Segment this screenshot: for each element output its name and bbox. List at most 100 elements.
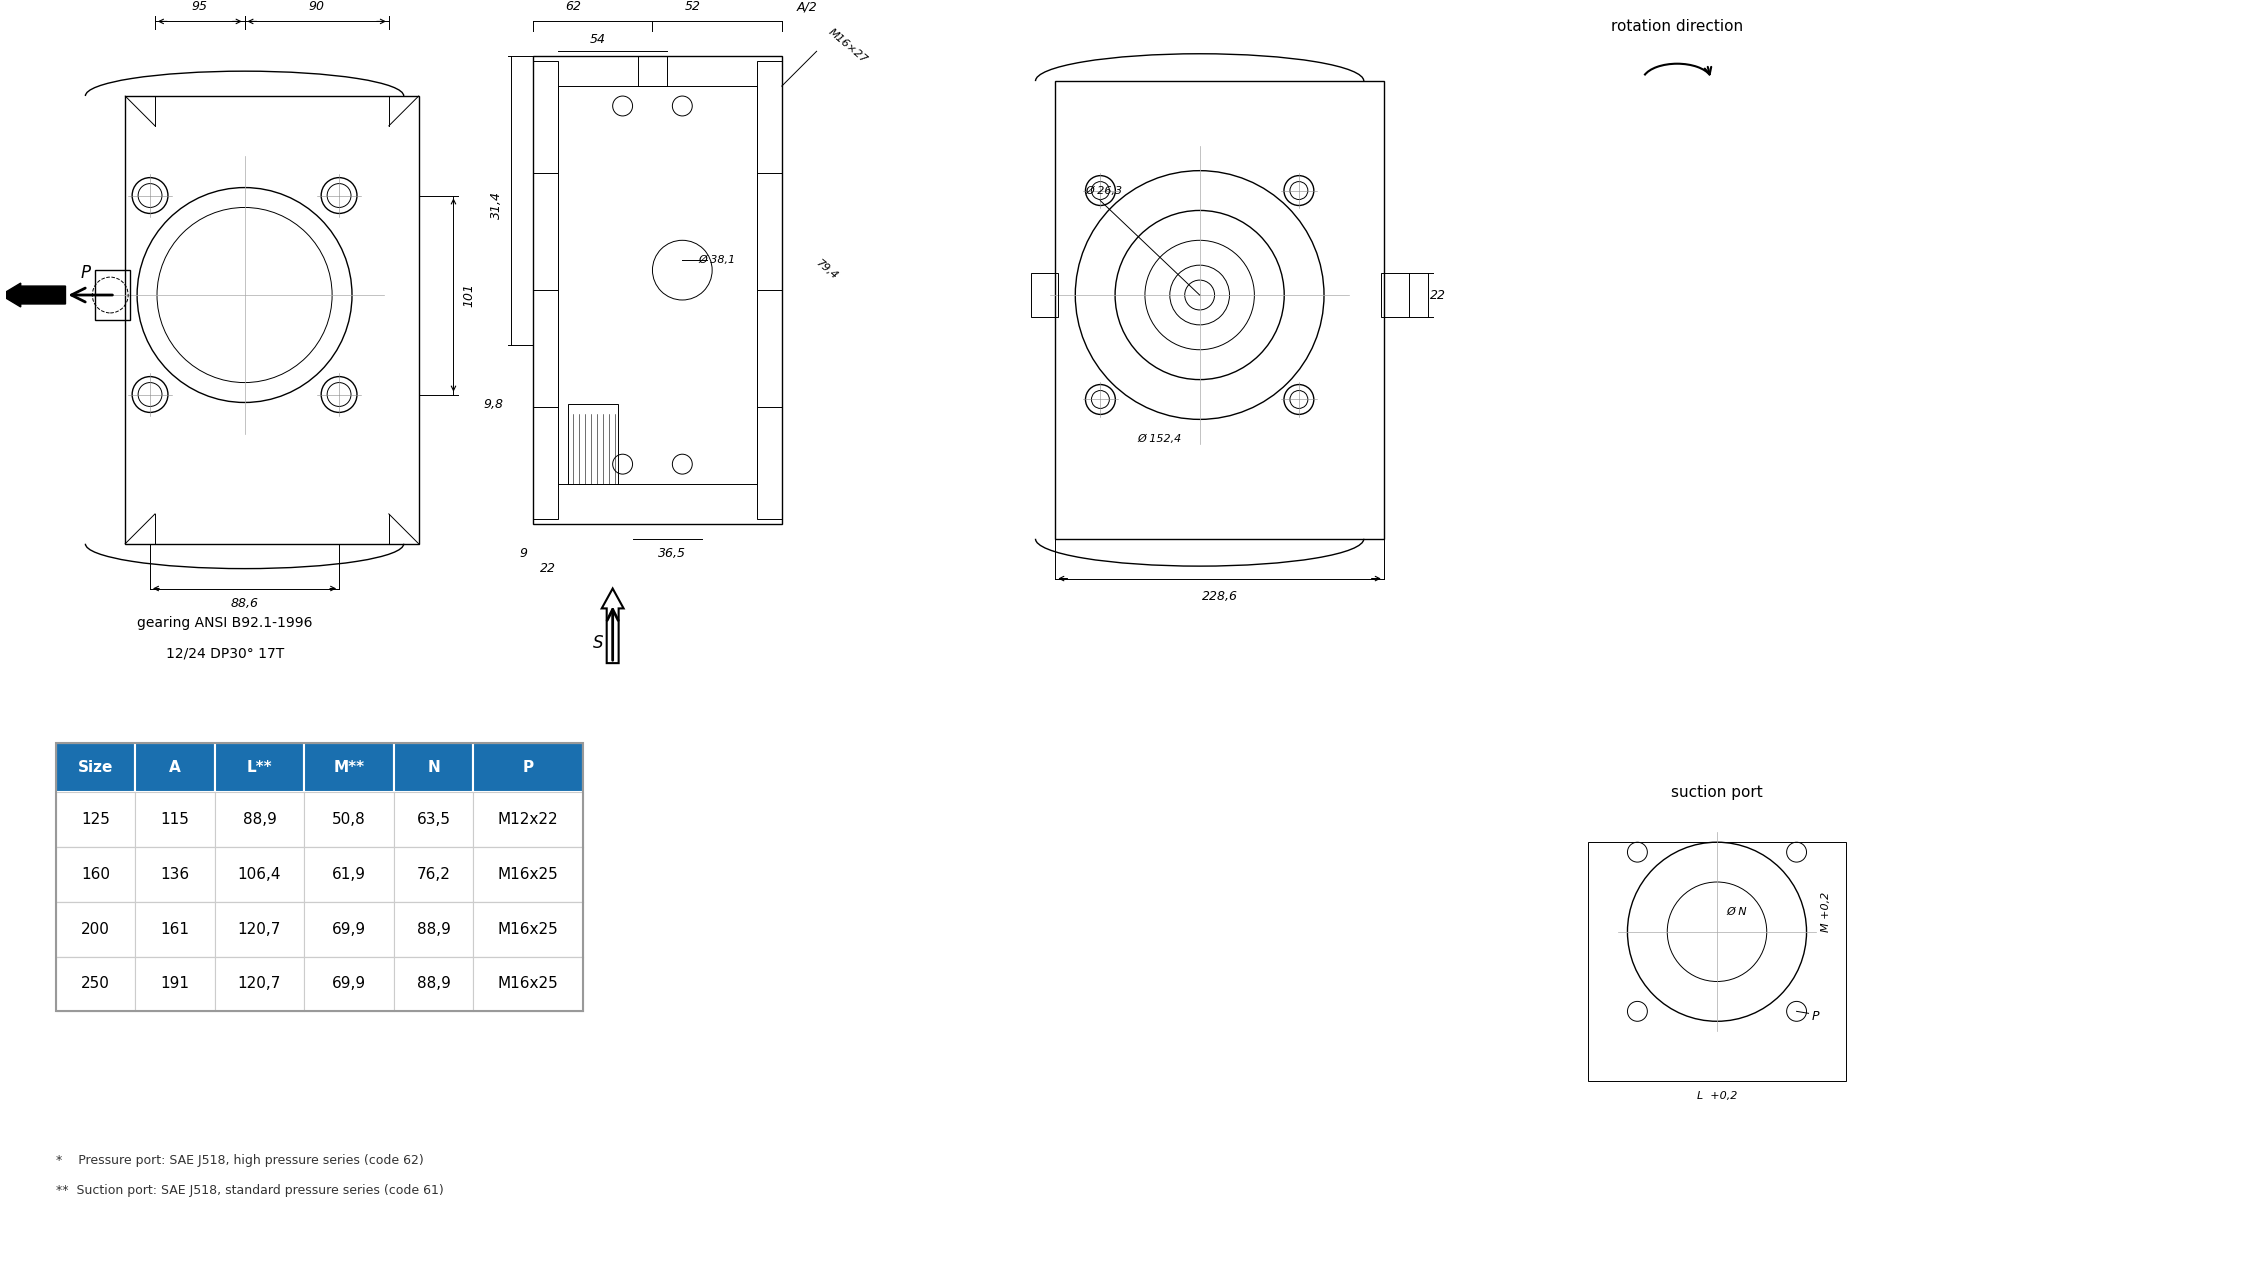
Bar bbox=[568, 404, 618, 485]
Text: M16×27: M16×27 bbox=[826, 27, 869, 65]
Bar bbox=[303, 743, 394, 792]
Bar bbox=[1030, 273, 1057, 317]
Bar bbox=[215, 743, 303, 792]
Text: 88,9: 88,9 bbox=[242, 813, 276, 827]
Text: 9,8: 9,8 bbox=[482, 398, 503, 411]
Text: 88,6: 88,6 bbox=[231, 597, 258, 611]
Bar bbox=[394, 847, 473, 902]
Text: Ø 152,4: Ø 152,4 bbox=[1139, 434, 1182, 444]
Text: M12x22: M12x22 bbox=[498, 813, 559, 827]
Text: 54: 54 bbox=[589, 33, 607, 46]
Text: L  +0,2: L +0,2 bbox=[1696, 1091, 1736, 1100]
Bar bbox=[57, 957, 136, 1011]
Text: 52: 52 bbox=[684, 0, 700, 13]
Text: P: P bbox=[82, 265, 91, 282]
Text: P: P bbox=[1811, 1010, 1818, 1023]
Text: suction port: suction port bbox=[1671, 785, 1764, 800]
Text: 36,5: 36,5 bbox=[659, 547, 686, 560]
Bar bbox=[57, 743, 582, 1011]
Text: Ø 38,1: Ø 38,1 bbox=[700, 256, 736, 265]
Text: 95: 95 bbox=[192, 0, 208, 13]
Bar bbox=[394, 902, 473, 957]
Text: 161: 161 bbox=[161, 922, 190, 936]
Text: 136: 136 bbox=[161, 868, 190, 881]
Text: 250: 250 bbox=[82, 977, 109, 991]
Text: 12/24 DP30° 17T: 12/24 DP30° 17T bbox=[165, 646, 283, 660]
Text: M16x25: M16x25 bbox=[498, 868, 559, 881]
Text: 61,9: 61,9 bbox=[333, 868, 367, 881]
Text: 191: 191 bbox=[161, 977, 190, 991]
Text: N: N bbox=[428, 761, 439, 775]
Text: 120,7: 120,7 bbox=[238, 977, 281, 991]
Bar bbox=[473, 792, 582, 847]
Bar bbox=[136, 847, 215, 902]
Text: 90: 90 bbox=[308, 0, 324, 13]
Text: 88,9: 88,9 bbox=[417, 922, 451, 936]
Text: M**: M** bbox=[333, 761, 365, 775]
Bar bbox=[95, 270, 129, 319]
Bar bbox=[394, 957, 473, 1011]
Text: 79,4: 79,4 bbox=[813, 258, 840, 282]
Bar bbox=[57, 792, 136, 847]
Text: 106,4: 106,4 bbox=[238, 868, 281, 881]
Text: 22: 22 bbox=[1431, 289, 1447, 301]
Text: M16x25: M16x25 bbox=[498, 922, 559, 936]
Text: 88,9: 88,9 bbox=[417, 977, 451, 991]
Bar bbox=[532, 56, 781, 524]
Text: 200: 200 bbox=[82, 922, 109, 936]
Text: Size: Size bbox=[77, 761, 113, 775]
Bar bbox=[215, 847, 303, 902]
Text: 115: 115 bbox=[161, 813, 190, 827]
Bar bbox=[215, 902, 303, 957]
Bar bbox=[125, 97, 419, 543]
Text: M +0,2: M +0,2 bbox=[1823, 892, 1832, 932]
Bar bbox=[215, 957, 303, 1011]
Text: **  Suction port: SAE J518, standard pressure series (code 61): ** Suction port: SAE J518, standard pres… bbox=[57, 1184, 444, 1197]
Text: 76,2: 76,2 bbox=[417, 868, 451, 881]
Text: 120,7: 120,7 bbox=[238, 922, 281, 936]
Bar bbox=[303, 847, 394, 902]
Bar bbox=[1055, 81, 1383, 539]
Text: M16x25: M16x25 bbox=[498, 977, 559, 991]
Bar bbox=[1381, 273, 1408, 317]
Text: A/2: A/2 bbox=[797, 0, 817, 13]
Text: 31,4: 31,4 bbox=[491, 192, 503, 220]
Bar bbox=[57, 902, 136, 957]
Bar bbox=[473, 743, 582, 792]
Bar bbox=[57, 743, 136, 792]
Bar bbox=[303, 792, 394, 847]
Text: Ø 26,3: Ø 26,3 bbox=[1084, 186, 1123, 196]
Bar bbox=[473, 847, 582, 902]
Text: *    Pressure port: SAE J518, high pressure series (code 62): * Pressure port: SAE J518, high pressure… bbox=[57, 1154, 423, 1168]
Bar bbox=[557, 86, 756, 485]
Bar bbox=[473, 957, 582, 1011]
Text: S: S bbox=[593, 635, 602, 653]
Bar bbox=[136, 792, 215, 847]
Text: 228,6: 228,6 bbox=[1202, 590, 1238, 603]
Text: L**: L** bbox=[247, 761, 272, 775]
Text: gearing ANSI B92.1-1996: gearing ANSI B92.1-1996 bbox=[136, 617, 312, 631]
Bar bbox=[136, 743, 215, 792]
Bar bbox=[756, 61, 781, 519]
Bar bbox=[136, 902, 215, 957]
Text: 9: 9 bbox=[518, 547, 528, 560]
Bar bbox=[394, 792, 473, 847]
Text: 69,9: 69,9 bbox=[333, 977, 367, 991]
Bar bbox=[394, 743, 473, 792]
Bar bbox=[473, 902, 582, 957]
Text: rotation direction: rotation direction bbox=[1612, 19, 1743, 34]
Text: 125: 125 bbox=[82, 813, 109, 827]
Bar bbox=[532, 61, 557, 519]
Text: 69,9: 69,9 bbox=[333, 922, 367, 936]
Bar bbox=[638, 56, 668, 86]
Bar bbox=[136, 957, 215, 1011]
FancyArrow shape bbox=[0, 284, 66, 307]
Text: A: A bbox=[170, 761, 181, 775]
Text: 62: 62 bbox=[566, 0, 582, 13]
Text: 101: 101 bbox=[462, 282, 475, 307]
Bar bbox=[303, 957, 394, 1011]
Text: 22: 22 bbox=[541, 562, 557, 575]
Text: Ø N: Ø N bbox=[1727, 907, 1748, 917]
Text: 50,8: 50,8 bbox=[333, 813, 367, 827]
Bar bbox=[1587, 842, 1847, 1081]
